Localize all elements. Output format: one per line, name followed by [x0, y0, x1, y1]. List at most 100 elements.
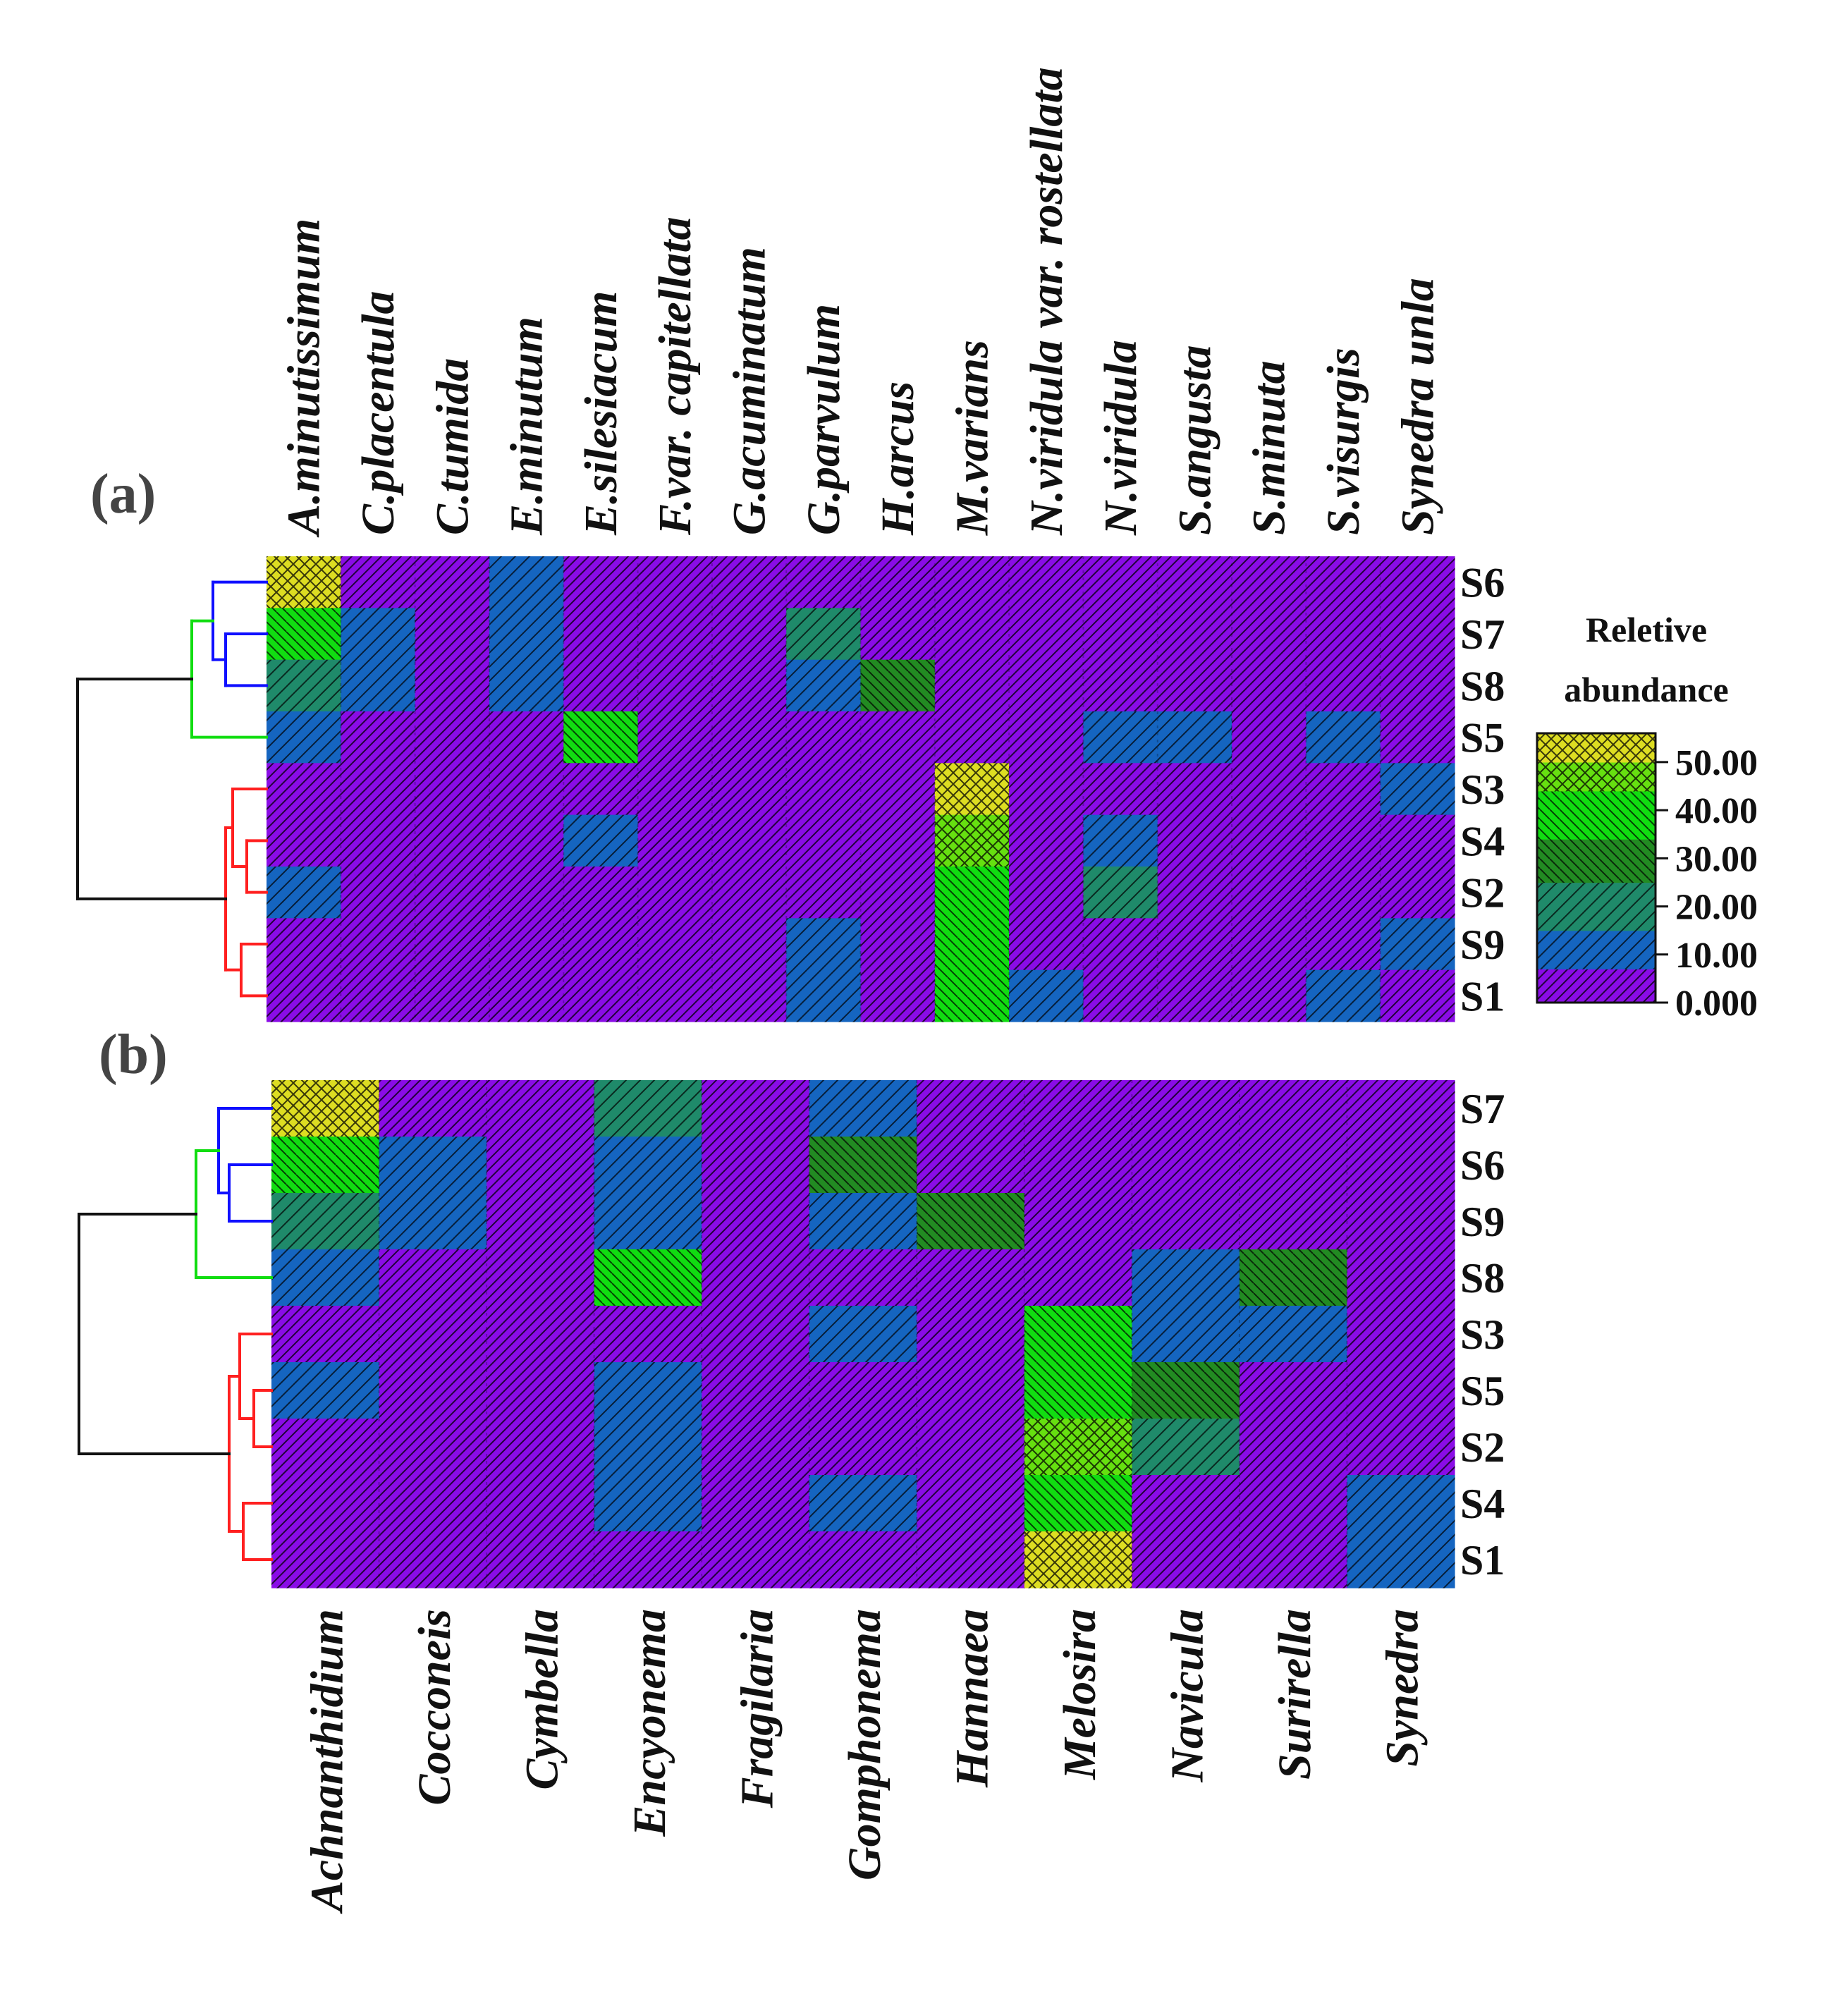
- panel-b-cell-s3-surirella: [1239, 1306, 1348, 1363]
- legend-band-6: [1537, 733, 1656, 763]
- panel-b-cell-s2-encyonema: [594, 1419, 702, 1476]
- panel-b-cell-s3-encyonema: [594, 1306, 702, 1363]
- panel-b-row-label-s2: S2: [1460, 1424, 1505, 1471]
- panel-a-cell-s9-s-angusta: [1157, 918, 1232, 971]
- panel-a-cell-s2-f-var-capitellata: [637, 867, 713, 919]
- panel-a-cell-s4-g-acuminatum: [711, 814, 787, 867]
- panel-a-cell-s5-a-minutissimum: [267, 711, 341, 764]
- panel-b-cell-s4-surirella: [1239, 1475, 1348, 1532]
- panel-a-row-label-s7: S7: [1460, 611, 1505, 658]
- panel-b-cell-s1-gomphonema: [809, 1531, 917, 1588]
- panel-b-cell-s6-gomphonema: [809, 1137, 917, 1194]
- panel-a-cell-s7-c-tumida: [415, 608, 490, 661]
- panel-b-cell-s5-cocconeis: [379, 1362, 487, 1419]
- panel-a-row-label-s6: S6: [1460, 560, 1505, 606]
- panel-b-cell-s2-gomphonema: [809, 1419, 917, 1476]
- panel-b-cell-s2-synedra: [1347, 1419, 1455, 1476]
- panel-a-cell-s8-s-minuta: [1232, 659, 1307, 712]
- panel-a-cell-s4-h-arcus: [860, 814, 936, 867]
- panel-b-row-label-s6: S6: [1460, 1142, 1505, 1189]
- panel-a-cell-s1-g-acuminatum: [711, 969, 787, 1022]
- panel-a-cell-s8-e-silesiacum: [563, 659, 639, 712]
- panel-a-cell-s6-m-varians: [934, 556, 1010, 608]
- panel-a-cell-s1-n-viridula-var-rostellata: [1009, 969, 1084, 1022]
- panel-b-cell-s7-surirella: [1239, 1080, 1348, 1137]
- panel-b-cell-s8-gomphonema: [809, 1249, 917, 1306]
- panel-b-cell-s5-gomphonema: [809, 1362, 917, 1419]
- panel-a-cell-s6-c-tumida: [415, 556, 490, 608]
- panel-a-cell-s8-synedra-unla: [1380, 659, 1455, 712]
- panel-a-cell-s5-n-viridula-var-rostellata: [1009, 711, 1084, 764]
- panel-b-row-label-s7: S7: [1460, 1086, 1505, 1132]
- panel-a-cell-s6-s-minuta: [1232, 556, 1307, 608]
- panel-a-column-label-s-visurgis: S.visurgis: [1318, 348, 1369, 535]
- panel-b-cell-s2-navicula: [1132, 1419, 1240, 1476]
- panel-b-cell-s6-synedra: [1347, 1137, 1455, 1194]
- panel-b-cell-s3-gomphonema: [809, 1306, 917, 1363]
- panel-a-cell-s9-a-minutissimum: [267, 918, 341, 971]
- panel-b-cell-s6-encyonema: [594, 1137, 702, 1194]
- panel-a-cell-s2-g-parvulum: [786, 867, 862, 919]
- panel-b-cell-s8-hannaea: [917, 1249, 1025, 1306]
- panel-a-cell-s1-synedra-unla: [1380, 969, 1455, 1022]
- panel-b-cell-s6-surirella: [1239, 1137, 1348, 1194]
- panel-b-cell-s8-achnanthidium: [271, 1249, 380, 1306]
- panel-a-cell-s9-g-parvulum: [786, 918, 862, 971]
- panel-b-cell-s9-encyonema: [594, 1193, 702, 1250]
- panel-a-cell-s4-s-minuta: [1232, 814, 1307, 867]
- panel-b-cell-s6-fragilaria: [702, 1137, 810, 1194]
- panel-a-cell-s5-e-silesiacum: [563, 711, 639, 764]
- panel-b: (b) Achnanthidium Cocconeis Cymbella Encyon…: [78, 1024, 1505, 1914]
- panel-a-cell-s2-e-minutum: [489, 867, 564, 919]
- panel-b-cell-s4-fragilaria: [702, 1475, 810, 1532]
- panel-a-cell-s9-c-tumida: [415, 918, 490, 971]
- panel-a-cell-s8-m-varians: [934, 659, 1010, 712]
- legend-tick-label-40-00: 40.00: [1675, 791, 1758, 831]
- panel-b-cell-s3-navicula: [1132, 1306, 1240, 1363]
- panel-a-cell-s3-n-viridula: [1083, 763, 1158, 816]
- panel-a-cell-s9-g-acuminatum: [711, 918, 787, 971]
- panel-b-cell-s7-synedra: [1347, 1080, 1455, 1137]
- panel-a-cell-s7-e-minutum: [489, 608, 564, 661]
- panel-b-column-label-hannaea: Hannaea: [947, 1609, 998, 1788]
- panel-a-cell-s2-synedra-unla: [1380, 867, 1455, 919]
- panel-a-cell-s3-m-varians: [934, 763, 1010, 816]
- panel-b-cell-s5-cymbella: [487, 1362, 595, 1419]
- panel-b-column-label-cocconeis: Cocconeis: [409, 1609, 460, 1806]
- panel-a-cell-s9-n-viridula: [1083, 918, 1158, 971]
- panel-b-cell-s7-gomphonema: [809, 1080, 917, 1137]
- panel-b-cell-s6-navicula: [1132, 1137, 1240, 1194]
- panel-b-cell-s7-cocconeis: [379, 1080, 487, 1137]
- panel-b-column-label-achnanthidium: Achnanthidium: [301, 1609, 353, 1914]
- panel-a-row-label-s5: S5: [1460, 715, 1505, 761]
- panel-b-column-label-surirella: Surirella: [1269, 1609, 1321, 1780]
- panel-a-cell-s7-synedra-unla: [1380, 608, 1455, 661]
- panel-b-cell-s2-hannaea: [917, 1419, 1025, 1476]
- legend-band-1: [1537, 930, 1656, 969]
- panel-b-cell-s1-surirella: [1239, 1531, 1348, 1588]
- panel-a-cell-s2-m-varians: [934, 867, 1010, 919]
- panel-b-column-label-gomphonema: Gomphonema: [839, 1609, 891, 1880]
- panel-b-cell-s2-fragilaria: [702, 1419, 810, 1476]
- panel-a-cell-s5-e-minutum: [489, 711, 564, 764]
- panel-a-cell-s6-s-angusta: [1157, 556, 1232, 608]
- panel-a-cell-s1-s-angusta: [1157, 969, 1232, 1022]
- panel-b-cell-s9-melosira: [1024, 1193, 1132, 1250]
- panel-a-cell-s1-s-visurgis: [1306, 969, 1381, 1022]
- panel-a-column-label-f-var-capitellata: F.var. capitellata: [649, 216, 701, 536]
- panel-a-cell-s9-n-viridula-var-rostellata: [1009, 918, 1084, 971]
- panel-a-cell-s6-g-acuminatum: [711, 556, 787, 608]
- panel-a-cell-s9-c-placentula: [341, 918, 416, 971]
- panel-a-column-label-h-arcus: H.arcus: [872, 381, 924, 536]
- panel-a-cell-s9-m-varians: [934, 918, 1010, 971]
- panel-b-cell-s8-melosira: [1024, 1249, 1132, 1306]
- panel-a-cell-s6-e-silesiacum: [563, 556, 639, 608]
- panel-a-cell-s5-s-visurgis: [1306, 711, 1381, 764]
- panel-a-cell-s5-s-minuta: [1232, 711, 1307, 764]
- panel-a-cell-s8-g-acuminatum: [711, 659, 787, 712]
- panel-b-cell-s9-gomphonema: [809, 1193, 917, 1250]
- legend-tick-label-50-00: 50.00: [1675, 743, 1758, 783]
- panel-b-cell-s2-cocconeis: [379, 1419, 487, 1476]
- panel-b-cell-s1-cocconeis: [379, 1531, 487, 1588]
